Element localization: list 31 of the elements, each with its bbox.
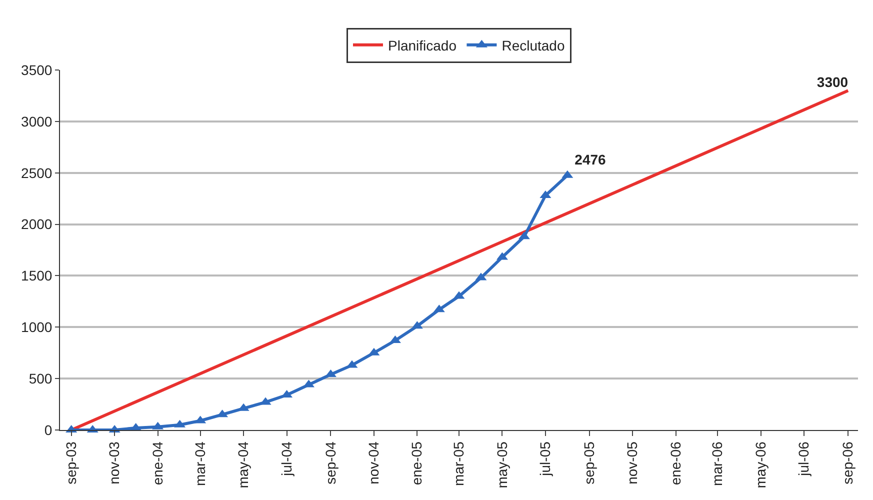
x-tick-label: ene-06	[667, 441, 684, 486]
y-tick-label: 2000	[21, 216, 52, 232]
y-tick-label: 0	[44, 422, 52, 438]
legend-label: Reclutado	[502, 37, 565, 54]
x-tick-label: may-06	[752, 441, 768, 488]
x-tick-label: may-04	[235, 441, 252, 488]
x-tick-label: nov-04	[366, 441, 382, 484]
x-tick-label: mar-05	[450, 441, 467, 486]
x-tick-label: sep-05	[580, 441, 597, 484]
x-tick-label: mar-06	[709, 441, 726, 486]
x-tick-label: may-05	[494, 441, 510, 488]
x-tick-label: ene-04	[149, 441, 166, 486]
x-tick-label: mar-04	[192, 441, 208, 486]
x-tick-label: nov-05	[624, 441, 640, 484]
x-tick-label: ene-05	[408, 441, 425, 486]
y-tick-label: 500	[28, 370, 52, 386]
x-tick-label: sep-03	[62, 441, 79, 484]
data-label: 2476	[574, 152, 606, 168]
x-tick-label: jul-06	[796, 441, 812, 477]
y-tick-label: 2500	[21, 164, 52, 181]
y-tick-label: 3000	[21, 113, 52, 130]
x-tick-label: jul-04	[278, 441, 294, 477]
x-tick-label: sep-06	[840, 441, 856, 484]
x-tick-label: sep-04	[322, 441, 338, 484]
y-tick-label: 1500	[21, 268, 52, 284]
legend-label: Planificado	[388, 37, 457, 54]
x-tick-label: jul-05	[537, 441, 554, 477]
y-tick-label: 3500	[21, 62, 52, 78]
data-label: 3300	[816, 74, 848, 90]
x-tick-label: nov-03	[106, 441, 122, 484]
y-tick-label: 1000	[21, 319, 52, 336]
